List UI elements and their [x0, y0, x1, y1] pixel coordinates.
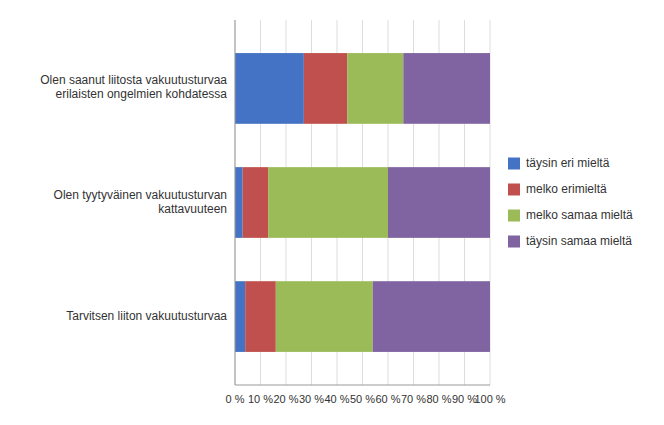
- bar-segment: [403, 53, 490, 124]
- legend-label: täysin samaa mieltä: [526, 234, 632, 248]
- x-axis: 0 %10 %20 %30 %40 %50 %60 %70 %80 %90 %1…: [226, 393, 506, 405]
- legend: täysin eri mieltä melko erimieltä melko sa…: [508, 156, 633, 248]
- legend-swatch: [508, 210, 520, 222]
- chart-container: 0 %10 %20 %30 %40 %50 %60 %70 %80 %90 %1…: [0, 0, 664, 425]
- grid-line: [235, 20, 236, 385]
- category-label: Tarvitsen liiton vakuutusturvaa: [66, 309, 227, 323]
- legend-swatch: [508, 236, 520, 248]
- category-label: Olen saanut liitosta vakuutusturvaaerila…: [40, 74, 227, 102]
- x-tick-label: 70 %: [401, 393, 426, 405]
- bar-segment: [388, 167, 490, 238]
- x-axis-line: [235, 385, 490, 386]
- x-tick-label: 60 %: [375, 393, 400, 405]
- bar-segment: [268, 167, 388, 238]
- legend-swatch: [508, 158, 520, 170]
- category-label: Olen tyytyväinen vakuutusturvankattavuut…: [54, 188, 227, 216]
- x-tick-label: 50 %: [350, 393, 375, 405]
- bar-segment: [276, 281, 373, 352]
- y-axis-line: [235, 20, 236, 385]
- chart: 0 %10 %20 %30 %40 %50 %60 %70 %80 %90 %1…: [0, 0, 664, 425]
- x-tick-label: 100 %: [474, 393, 505, 405]
- bars: [235, 53, 490, 352]
- x-tick-label: 80 %: [426, 393, 451, 405]
- grid: [235, 20, 490, 385]
- x-tick-label: 10 %: [248, 393, 273, 405]
- y-axis: Tarvitsen liiton vakuutusturvaa Olen tyyt…: [40, 74, 227, 323]
- legend-label: täysin eri mieltä: [526, 156, 610, 170]
- x-tick-label: 30 %: [299, 393, 324, 405]
- x-tick-label: 40 %: [324, 393, 349, 405]
- x-tick-label: 20 %: [273, 393, 298, 405]
- bar-segment: [235, 167, 243, 238]
- bar-segment: [304, 53, 347, 124]
- x-tick-label: 0 %: [226, 393, 245, 405]
- legend-label: melko erimieltä: [526, 182, 607, 196]
- bar-segment: [245, 281, 276, 352]
- legend-label: melko samaa mieltä: [526, 208, 633, 222]
- bar-segment: [347, 53, 403, 124]
- bar-segment: [235, 53, 304, 124]
- bar-segment: [243, 167, 269, 238]
- bar-segment: [235, 281, 245, 352]
- legend-swatch: [508, 184, 520, 196]
- bar-segment: [373, 281, 490, 352]
